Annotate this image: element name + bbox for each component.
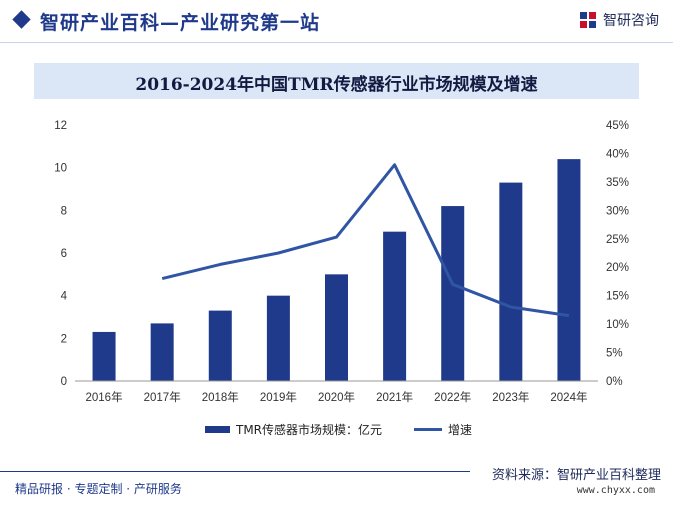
chart-title-box: 2016-2024年中国TMR传感器行业市场规模及增速 xyxy=(34,63,639,99)
site-title: 智研产业百科—产业研究第一站 xyxy=(40,12,321,34)
left-tick-label: 10 xyxy=(54,163,67,175)
diamond-icon xyxy=(12,10,31,29)
left-tick-label: 8 xyxy=(61,205,67,217)
left-tick-label: 4 xyxy=(61,291,68,303)
top-bar: 智研产业百科—产业研究第一站 智研咨询 xyxy=(0,0,673,42)
legend-bar-swatch xyxy=(205,426,230,433)
legend-line-swatch xyxy=(414,428,442,431)
x-axis: 2016年 2017年 2018年 2019年 2020年 2021年 2022年 2023年… xyxy=(86,390,588,404)
legend: TMR传感器市场规模：亿元 增速 xyxy=(0,421,673,441)
left-axis: 0 2 4 6 8 10 12 xyxy=(54,120,67,388)
legend-item-growth[interactable]: 增速 xyxy=(414,421,472,438)
left-tick-label: 12 xyxy=(54,120,67,132)
line-series xyxy=(161,163,570,318)
x-tick-label: 2021年 xyxy=(376,390,413,404)
legend-label-growth: 增速 xyxy=(448,423,473,437)
bar xyxy=(557,159,581,381)
chart-title: 2016-2024年中国TMR传感器行业市场规模及增速 xyxy=(135,75,538,95)
x-tick-label: 2019年 xyxy=(260,390,297,404)
bar xyxy=(92,331,116,381)
zhiyan-logo-icon xyxy=(580,12,596,28)
header-divider xyxy=(0,42,673,43)
right-tick-label: 30% xyxy=(606,205,629,217)
right-tick-label: 15% xyxy=(606,291,629,303)
right-tick-label: 20% xyxy=(606,262,629,274)
bar-series xyxy=(92,159,581,381)
brand-name: 智研咨询 xyxy=(603,13,659,29)
x-tick-label: 2017年 xyxy=(144,390,181,404)
left-tick-label: 6 xyxy=(61,248,67,260)
right-tick-label: 45% xyxy=(606,120,629,132)
x-tick-label: 2018年 xyxy=(202,390,239,404)
legend-item-market-size[interactable]: TMR传感器市场规模：亿元 xyxy=(205,421,382,438)
left-tick-label: 0 xyxy=(61,376,67,388)
bar xyxy=(499,182,523,381)
site-url[interactable]: www.chyxx.com xyxy=(576,485,655,496)
chart-area: 0 2 4 6 8 10 12 0% 5% 10% 15% 20% 25% 30% 35% 40% 45% 2… xyxy=(54,120,629,404)
bar xyxy=(441,206,465,381)
right-tick-label: 35% xyxy=(606,177,629,189)
source-note: 资料来源：智研产业百科整理 xyxy=(491,468,661,483)
right-tick-label: 25% xyxy=(606,234,629,246)
bar xyxy=(325,274,348,381)
right-axis: 0% 5% 10% 15% 20% 25% 30% 35% 40% 45% xyxy=(606,120,629,388)
left-tick-label: 2 xyxy=(61,333,67,345)
bar xyxy=(383,231,407,381)
x-tick-label: 2020年 xyxy=(318,390,355,404)
brand[interactable]: 智研咨询 xyxy=(579,10,659,30)
bar xyxy=(208,310,232,381)
x-tick-label: 2022年 xyxy=(434,390,471,404)
bar xyxy=(150,323,174,381)
x-tick-label: 2024年 xyxy=(550,390,587,404)
right-tick-label: 40% xyxy=(606,148,629,160)
right-tick-label: 10% xyxy=(606,319,629,331)
growth-line xyxy=(161,163,570,318)
footer-tagline: 精品研报 · 专题定制 · 产研服务 xyxy=(15,482,182,496)
right-tick-label: 0% xyxy=(606,376,623,388)
bar xyxy=(266,295,290,381)
x-tick-label: 2023年 xyxy=(492,390,529,404)
legend-label-market-size: TMR传感器市场规模：亿元 xyxy=(236,423,383,437)
right-tick-label: 5% xyxy=(606,348,623,360)
footer-divider xyxy=(0,471,470,472)
x-tick-label: 2016年 xyxy=(86,390,123,404)
